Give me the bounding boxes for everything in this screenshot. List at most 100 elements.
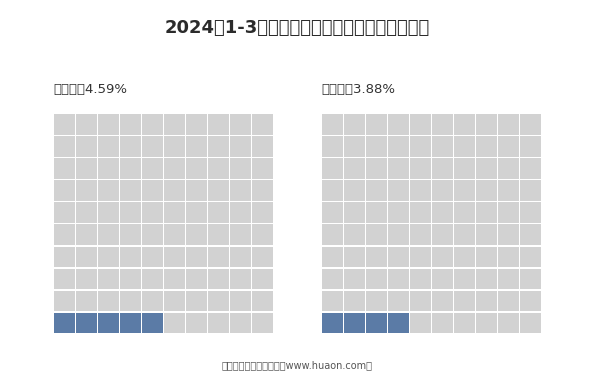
Bar xyxy=(252,291,273,311)
Bar xyxy=(230,247,251,267)
Bar xyxy=(164,202,185,223)
Bar xyxy=(410,202,431,223)
Bar xyxy=(208,114,229,135)
Bar xyxy=(208,224,229,245)
Bar xyxy=(54,224,75,245)
Bar xyxy=(76,114,97,135)
Bar xyxy=(54,136,75,157)
Bar xyxy=(498,180,519,201)
Bar xyxy=(366,247,387,267)
Bar xyxy=(54,158,75,179)
Bar xyxy=(76,247,97,267)
Bar xyxy=(520,268,541,289)
Bar xyxy=(98,114,119,135)
Bar xyxy=(164,158,185,179)
Bar xyxy=(120,247,141,267)
Bar xyxy=(230,291,251,311)
Bar xyxy=(252,268,273,289)
Bar xyxy=(120,268,141,289)
Bar xyxy=(230,268,251,289)
Bar xyxy=(208,136,229,157)
Bar xyxy=(388,180,409,201)
Bar xyxy=(164,114,185,135)
Bar xyxy=(520,247,541,267)
Bar xyxy=(164,247,185,267)
Bar xyxy=(520,114,541,135)
Bar xyxy=(252,224,273,245)
Bar xyxy=(432,291,453,311)
Bar xyxy=(344,180,365,201)
Bar xyxy=(54,202,75,223)
Text: 制图：华经产业研究院（www.huaon.com）: 制图：华经产业研究院（www.huaon.com） xyxy=(222,360,373,370)
Bar xyxy=(388,114,409,135)
Bar xyxy=(410,247,431,267)
Bar xyxy=(454,268,475,289)
Bar xyxy=(366,114,387,135)
Bar xyxy=(388,224,409,245)
Bar xyxy=(454,136,475,157)
Bar xyxy=(454,247,475,267)
Bar xyxy=(208,291,229,311)
Bar xyxy=(164,268,185,289)
Bar xyxy=(366,268,387,289)
Bar xyxy=(322,247,343,267)
Bar xyxy=(344,291,365,311)
Bar xyxy=(142,247,163,267)
Bar xyxy=(120,291,141,311)
Bar xyxy=(142,158,163,179)
Bar xyxy=(344,136,365,157)
Bar xyxy=(498,202,519,223)
Bar xyxy=(54,268,75,289)
Bar xyxy=(476,312,497,333)
Bar xyxy=(410,224,431,245)
Bar xyxy=(252,158,273,179)
Bar xyxy=(344,202,365,223)
Bar xyxy=(498,158,519,179)
Bar xyxy=(54,312,75,333)
Bar xyxy=(230,114,251,135)
Bar xyxy=(76,136,97,157)
Bar xyxy=(388,291,409,311)
Bar xyxy=(252,202,273,223)
Bar xyxy=(454,180,475,201)
Bar xyxy=(432,202,453,223)
Bar xyxy=(98,224,119,245)
Bar xyxy=(208,202,229,223)
Bar xyxy=(54,291,75,311)
Bar xyxy=(410,136,431,157)
Bar xyxy=(388,268,409,289)
Bar xyxy=(520,202,541,223)
Bar xyxy=(208,247,229,267)
Bar xyxy=(388,202,409,223)
Bar xyxy=(476,268,497,289)
Bar xyxy=(142,202,163,223)
Bar xyxy=(322,158,343,179)
Bar xyxy=(366,180,387,201)
Bar xyxy=(142,291,163,311)
Bar xyxy=(476,224,497,245)
Bar xyxy=(432,180,453,201)
Bar xyxy=(322,180,343,201)
Bar xyxy=(164,224,185,245)
Bar xyxy=(476,114,497,135)
Bar xyxy=(520,180,541,201)
Bar xyxy=(120,224,141,245)
Bar xyxy=(54,114,75,135)
Bar xyxy=(322,291,343,311)
Bar xyxy=(142,136,163,157)
Bar xyxy=(410,158,431,179)
Bar xyxy=(520,312,541,333)
Bar xyxy=(388,247,409,267)
Bar xyxy=(520,158,541,179)
Bar xyxy=(54,180,75,201)
Bar xyxy=(186,158,207,179)
Bar xyxy=(432,268,453,289)
Bar xyxy=(186,268,207,289)
Bar xyxy=(208,180,229,201)
Bar xyxy=(454,312,475,333)
Text: 福利彩票4.59%: 福利彩票4.59% xyxy=(54,83,127,96)
Bar xyxy=(120,114,141,135)
Bar xyxy=(98,136,119,157)
Bar xyxy=(520,136,541,157)
Bar xyxy=(432,247,453,267)
